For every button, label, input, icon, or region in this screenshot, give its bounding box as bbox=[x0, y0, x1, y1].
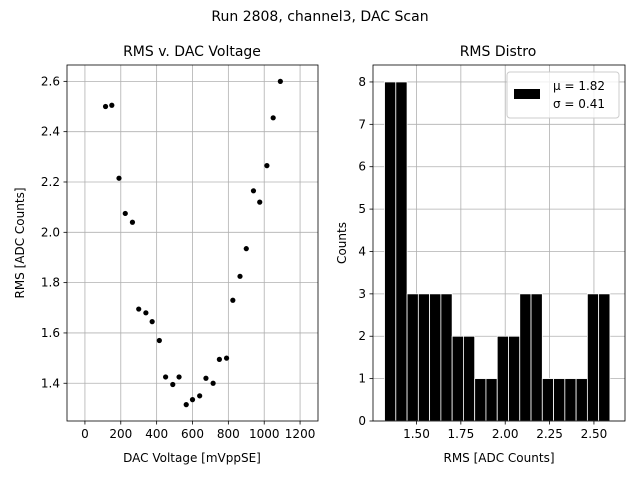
histogram-bar bbox=[530, 293, 543, 422]
scatter-y-tick-label: 2.4 bbox=[41, 125, 60, 139]
scatter-grid bbox=[67, 65, 318, 421]
histogram-bars bbox=[384, 81, 611, 422]
histogram-x-tick-label: 1.75 bbox=[447, 427, 474, 441]
scatter-point bbox=[116, 175, 122, 181]
scatter-y-tick-label: 2.6 bbox=[41, 74, 60, 88]
histogram-y-tick-label: 8 bbox=[358, 75, 366, 89]
scatter-point bbox=[210, 380, 216, 386]
histogram-bar bbox=[451, 335, 464, 422]
scatter-point bbox=[257, 199, 263, 205]
histogram-bar bbox=[395, 81, 408, 422]
histogram-bar bbox=[417, 293, 431, 422]
scatter-point bbox=[270, 115, 276, 121]
histogram-x-tick-label: 2.00 bbox=[492, 427, 519, 441]
scatter-point bbox=[203, 375, 209, 381]
histogram-y-tick-label: 2 bbox=[358, 329, 366, 343]
histogram-y-axis-label: Counts bbox=[335, 222, 349, 264]
histogram-bar bbox=[564, 378, 577, 422]
histogram-x-ticks: 1.50 1.75 2.00 2.25 2.50 bbox=[403, 421, 607, 441]
scatter-y-tick-label: 1.8 bbox=[41, 276, 60, 290]
histogram-panel: RMS Distro 1.50 1.75 2.00 2.25 2.50 0 1 2 3 4 5 6 7… bbox=[335, 44, 626, 465]
histogram-bar bbox=[553, 378, 566, 422]
scatter-point bbox=[156, 337, 162, 344]
scatter-point bbox=[136, 306, 142, 312]
histogram-y-tick-label: 7 bbox=[358, 117, 366, 131]
scatter-point bbox=[223, 355, 230, 361]
legend-frame bbox=[506, 71, 620, 119]
scatter-title: RMS v. DAC Voltage bbox=[123, 44, 261, 60]
scatter-x-tick-label: 400 bbox=[145, 427, 168, 441]
scatter-x-tick-label: 1000 bbox=[249, 427, 280, 441]
scatter-point bbox=[129, 219, 136, 225]
histogram-bar bbox=[463, 335, 476, 422]
histogram-x-tick-label: 2.50 bbox=[581, 427, 608, 441]
scatter-point bbox=[149, 319, 155, 325]
histogram-bar bbox=[496, 335, 509, 422]
scatter-panel: RMS v. DAC Voltage 0 200 400 600 800 1000 1200… bbox=[13, 44, 319, 465]
histogram-legend: μ = 1.82 σ = 0.41 bbox=[506, 71, 620, 119]
histogram-bar bbox=[541, 378, 554, 422]
scatter-y-tick-label: 2.0 bbox=[41, 225, 60, 239]
scatter-point bbox=[197, 393, 203, 399]
histogram-y-tick-label: 6 bbox=[358, 160, 366, 174]
scatter-point bbox=[170, 381, 176, 388]
scatter-point bbox=[277, 78, 283, 84]
histogram-bar bbox=[598, 293, 611, 422]
histogram-bar bbox=[474, 378, 487, 422]
histogram-bar bbox=[440, 293, 453, 422]
histogram-y-tick-label: 4 bbox=[358, 244, 366, 258]
histogram-bar bbox=[519, 293, 532, 422]
scatter-point bbox=[163, 374, 169, 380]
scatter-x-tick-label: 1200 bbox=[285, 427, 316, 441]
histogram-x-tick-label: 2.25 bbox=[536, 427, 563, 441]
scatter-point bbox=[250, 188, 257, 194]
histogram-title: RMS Distro bbox=[460, 44, 537, 60]
scatter-x-tick-label: 600 bbox=[181, 427, 204, 441]
scatter-point bbox=[176, 374, 182, 380]
histogram-bar bbox=[485, 378, 498, 422]
histogram-x-axis-label: RMS [ADC Counts] bbox=[443, 451, 554, 465]
scatter-x-tick-label: 0 bbox=[81, 427, 89, 441]
histogram-bar bbox=[575, 378, 588, 422]
scatter-point bbox=[189, 397, 196, 403]
scatter-x-ticks: 0 200 400 600 800 1000 1200 bbox=[81, 421, 315, 441]
histogram-bar bbox=[384, 81, 397, 422]
histogram-axes-frame bbox=[372, 64, 626, 422]
scatter-y-tick-label: 2.2 bbox=[41, 175, 60, 189]
scatter-y-tick-label: 1.4 bbox=[41, 376, 60, 390]
scatter-y-tick-label: 1.6 bbox=[41, 326, 60, 340]
histogram-bar bbox=[508, 335, 521, 422]
histogram-bar bbox=[429, 293, 442, 422]
scatter-point bbox=[237, 273, 243, 279]
scatter-x-axis-label: DAC Voltage [mVppSE] bbox=[123, 451, 261, 465]
histogram-x-tick-label: 1.50 bbox=[403, 427, 430, 441]
scatter-x-tick-label: 800 bbox=[217, 427, 240, 441]
figure-suptitle: Run 2808, channel3, DAC Scan bbox=[211, 9, 428, 25]
histogram-y-tick-label: 1 bbox=[358, 372, 366, 386]
scatter-y-axis-label: RMS [ADC Counts] bbox=[13, 187, 27, 298]
scatter-point bbox=[216, 356, 222, 362]
scatter-point bbox=[183, 402, 189, 408]
histogram-y-tick-label: 0 bbox=[358, 414, 366, 428]
legend-mu-text: μ = 1.82 bbox=[553, 79, 605, 93]
scatter-point bbox=[109, 102, 115, 108]
scatter-point bbox=[243, 246, 249, 252]
scatter-x-tick-label: 200 bbox=[109, 427, 132, 441]
legend-sigma-text: σ = 0.41 bbox=[553, 97, 605, 111]
legend-swatch bbox=[514, 89, 540, 99]
scatter-points bbox=[102, 78, 283, 408]
histogram-y-ticks: 0 1 2 3 4 5 6 7 8 bbox=[358, 75, 373, 428]
scatter-point bbox=[143, 310, 149, 316]
scatter-point bbox=[102, 103, 109, 110]
scatter-axes-frame bbox=[66, 64, 319, 422]
scatter-point bbox=[264, 163, 270, 169]
scatter-y-ticks: 1.4 1.6 1.8 2.0 2.2 2.4 2.6 bbox=[41, 74, 67, 390]
histogram-bar bbox=[406, 293, 419, 422]
histogram-y-tick-label: 3 bbox=[358, 287, 366, 301]
scatter-point bbox=[230, 297, 236, 303]
scatter-point bbox=[122, 210, 128, 217]
histogram-y-tick-label: 5 bbox=[358, 202, 366, 216]
histogram-bar bbox=[586, 293, 600, 422]
